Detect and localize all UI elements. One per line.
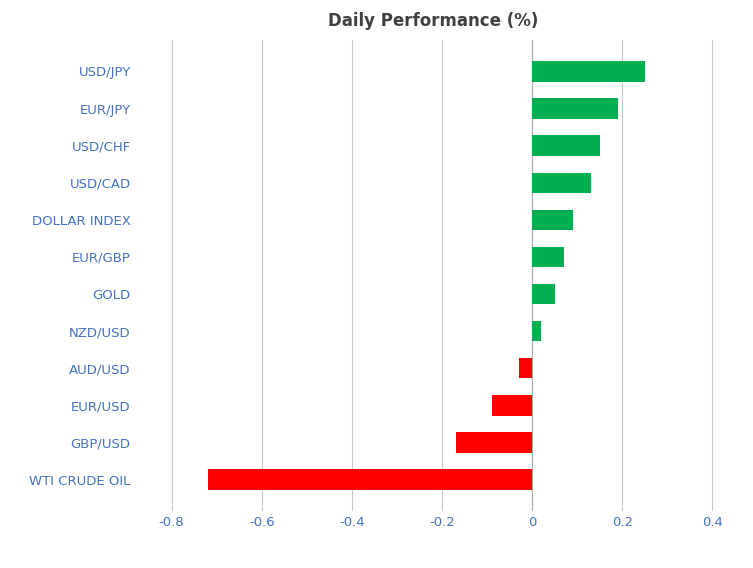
Bar <box>519 358 532 378</box>
Bar <box>532 284 555 304</box>
Bar <box>532 98 617 119</box>
Bar <box>456 432 532 453</box>
Bar <box>492 395 532 416</box>
Bar <box>532 247 564 267</box>
Bar <box>532 210 573 230</box>
Bar <box>532 321 541 341</box>
Bar <box>532 135 599 156</box>
Title: Daily Performance (%): Daily Performance (%) <box>328 12 538 30</box>
Bar <box>208 469 532 490</box>
Bar <box>532 61 645 82</box>
Bar <box>532 173 590 193</box>
